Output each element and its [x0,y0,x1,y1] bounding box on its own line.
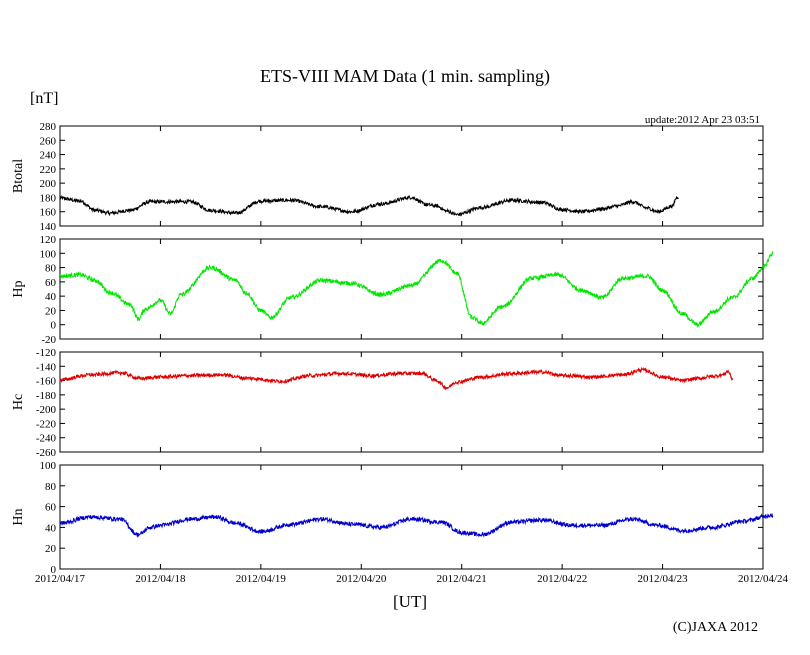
y-tick-label: 120 [40,234,57,246]
y-tick-label: -20 [41,334,56,346]
y-tick-label: 40 [45,522,57,534]
y-tick-label: 60 [45,502,57,514]
panel-label-hn: Hn [11,508,26,525]
y-tick-label: 40 [45,291,57,303]
y-tick-label: -220 [36,418,57,430]
panel-frame [59,351,764,453]
x-tick-label: 2012/04/18 [135,573,186,585]
y-tick-label: -200 [36,404,57,416]
y-tick-label: 100 [40,460,57,472]
y-tick-label: -180 [36,390,57,402]
chart-title: ETS-VIII MAM Data (1 min. sampling) [260,66,550,86]
update-timestamp: update:2012 Apr 23 03:51 [644,114,760,126]
y-tick-label: 180 [40,192,57,204]
series-line-hn [59,512,774,538]
y-tick-label: 140 [40,221,57,233]
series-line-btotal [59,194,679,217]
x-tick-label: 2012/04/20 [336,573,387,585]
y-tick-label: -140 [36,361,57,373]
panel-frame [59,125,764,227]
x-tick-label: 2012/04/19 [236,573,287,585]
x-tick-label: 2012/04/23 [638,573,689,585]
y-tick-label: 100 [40,248,57,260]
y-tick-label: -160 [36,376,57,388]
panel-label-hp: Hp [11,280,26,297]
y-tick-label: 60 [45,277,57,289]
panel-frame [59,464,764,570]
y-tick-label: 240 [40,150,57,162]
x-axis-unit-label: [UT] [393,592,427,611]
y-tick-label: 20 [45,543,57,555]
x-tick-label: 2012/04/17 [35,573,86,585]
y-tick-label: 20 [45,305,57,317]
unit-label: [nT] [30,90,59,107]
y-tick-label: 0 [51,320,57,332]
y-tick-label: 220 [40,164,57,176]
y-tick-label: 80 [45,263,57,275]
y-tick-label: 200 [40,178,57,190]
x-tick-label: 2012/04/22 [537,573,587,585]
y-tick-label: -260 [36,447,57,459]
copyright-notice: (C)JAXA 2012 [672,620,758,635]
panel-frame [59,238,764,340]
y-tick-label: 80 [45,481,57,493]
x-tick-label: 2012/04/21 [437,573,487,585]
y-tick-label: 160 [40,207,57,219]
y-tick-label: 280 [40,121,57,133]
y-tick-label: -120 [36,347,57,359]
y-tick-label: 260 [40,135,57,147]
series-line-hp [59,251,774,329]
panel-label-btotal: Btotal [11,159,26,193]
y-tick-label: -240 [36,433,57,445]
series-line-hc [59,367,734,391]
x-tick-label: 2012/04/24 [738,573,789,585]
y-tick-label: 0 [51,564,57,576]
panel-label-hc: Hc [11,394,26,410]
